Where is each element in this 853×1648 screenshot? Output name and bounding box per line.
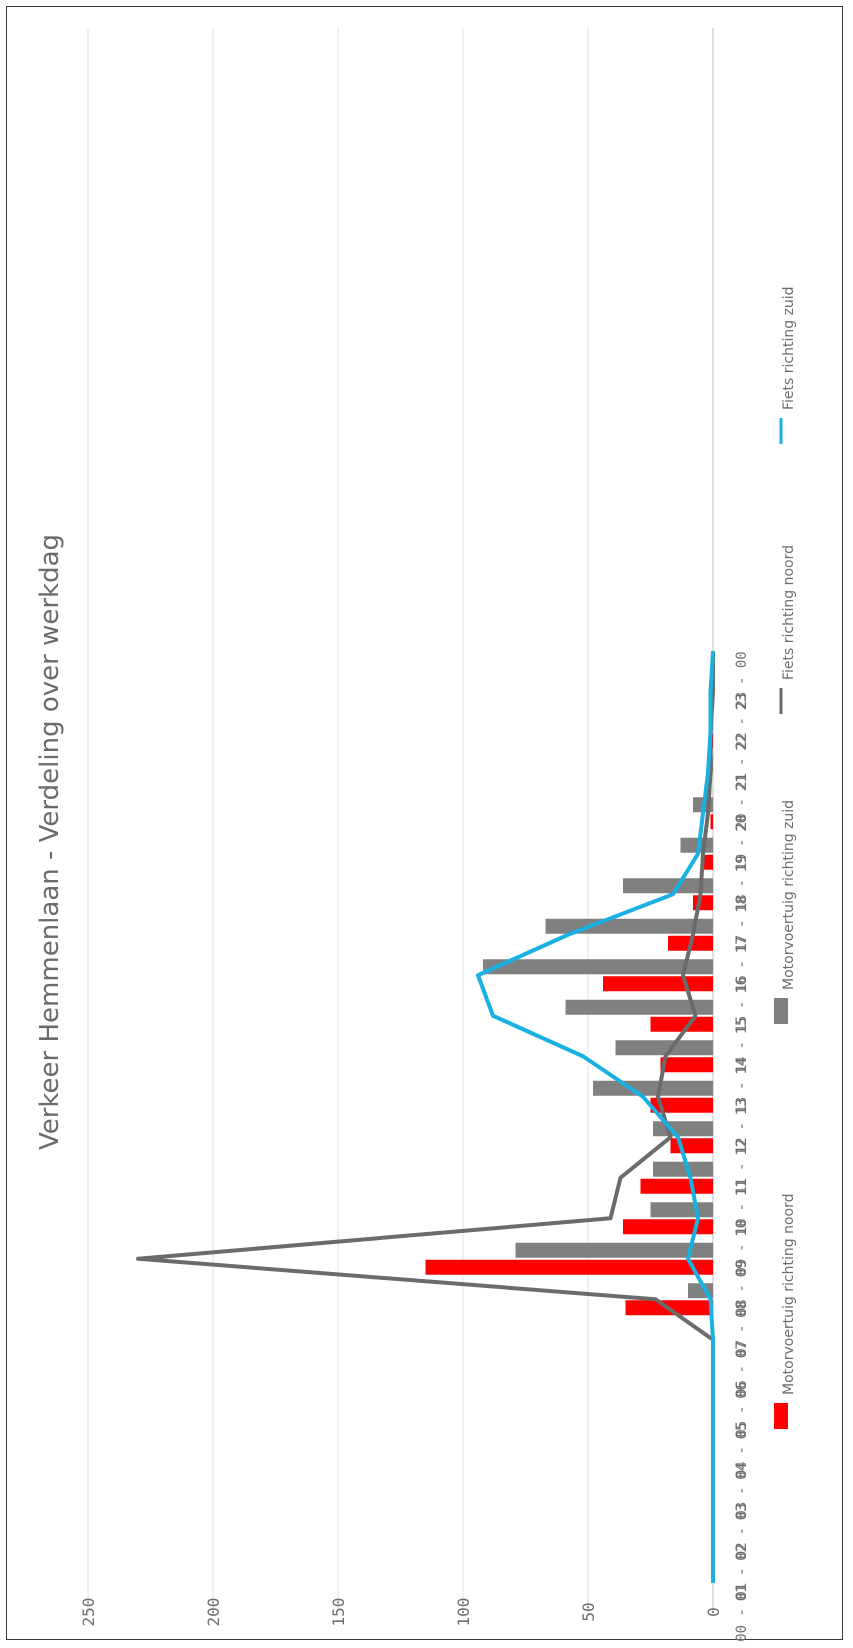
bar-motor-zuid bbox=[623, 878, 713, 894]
x-tick-label: 11 - 12 bbox=[734, 1137, 750, 1196]
x-tick-label: 02 - 03 bbox=[734, 1502, 750, 1561]
bar-motor-zuid bbox=[565, 999, 713, 1015]
legend-label: Fiets richting zuid bbox=[781, 286, 797, 410]
bar-motor-zuid bbox=[515, 1242, 713, 1258]
bar-motor-noord bbox=[425, 1259, 713, 1275]
x-tick-label: 03 - 04 bbox=[734, 1461, 750, 1520]
bar-motor-noord bbox=[703, 854, 713, 870]
x-tick-label: 10 - 11 bbox=[734, 1178, 750, 1237]
y-axis-tick-labels: 0 50 100 150 200 250 bbox=[79, 1598, 723, 1627]
line-fiets-zuid bbox=[476, 651, 715, 1583]
bar-motor-noord bbox=[710, 814, 713, 830]
x-tick-label: 06 - 07 bbox=[734, 1340, 750, 1399]
legend-label: Motorvoertuig richting zuid bbox=[781, 800, 797, 990]
line-fiets-noord bbox=[136, 651, 715, 1583]
x-tick-label: 05 - 06 bbox=[734, 1380, 750, 1439]
bar-motor-zuid bbox=[653, 1121, 713, 1137]
x-tick-label: 12 - 13 bbox=[734, 1097, 750, 1156]
bar-motor-noord bbox=[650, 1097, 713, 1113]
chart-title: Verkeer Hemmenlaan - Verdeling over werk… bbox=[35, 534, 65, 1150]
x-tick-label: 09 - 10 bbox=[734, 1218, 750, 1277]
x-tick-label: 19 - 20 bbox=[734, 813, 750, 872]
x-tick-label: 14 - 15 bbox=[734, 1016, 750, 1075]
bar-motor-noord bbox=[660, 1057, 713, 1073]
legend-swatch bbox=[774, 998, 788, 1024]
x-tick-label: 15 - 16 bbox=[734, 975, 750, 1034]
legend-label: Motorvoertuig richting noord bbox=[781, 1194, 797, 1395]
y-tick-label: 50 bbox=[579, 1602, 598, 1621]
bar-motor-zuid bbox=[615, 1040, 713, 1056]
gridlines bbox=[87, 28, 714, 1612]
bar-motor-zuid bbox=[593, 1080, 713, 1096]
x-tick-label: 07 - 08 bbox=[734, 1299, 750, 1358]
series-lines bbox=[136, 651, 715, 1583]
bar-motor-noord bbox=[670, 1138, 713, 1154]
x-tick-label: 22 - 23 bbox=[734, 692, 750, 751]
y-tick-label: 150 bbox=[329, 1598, 348, 1627]
bar-motor-zuid bbox=[650, 1202, 713, 1218]
series-motor-zuid-bars bbox=[483, 716, 713, 1299]
bar-motor-noord bbox=[650, 1016, 713, 1032]
bar-motor-noord bbox=[640, 1178, 713, 1194]
y-tick-label: 200 bbox=[204, 1598, 223, 1627]
y-tick-label: 250 bbox=[79, 1598, 98, 1627]
y-tick-label: 0 bbox=[704, 1607, 723, 1617]
x-tick-label: 20 - 21 bbox=[734, 773, 750, 832]
y-tick-label: 100 bbox=[454, 1598, 473, 1627]
x-tick-label: 01 - 02 bbox=[734, 1542, 750, 1601]
legend-swatch bbox=[774, 1403, 788, 1429]
bar-motor-noord bbox=[623, 1219, 713, 1235]
legend-label: Fiets richting noord bbox=[781, 545, 797, 680]
x-tick-label: 04 - 05 bbox=[734, 1421, 750, 1480]
bar-motor-zuid bbox=[483, 959, 713, 975]
x-tick-label: 13 - 14 bbox=[734, 1056, 750, 1115]
bar-motor-zuid bbox=[653, 1161, 713, 1177]
series-motor-noord-bars bbox=[425, 733, 713, 1316]
x-tick-label: 18 - 19 bbox=[734, 854, 750, 913]
x-tick-label: 00 - 01 bbox=[734, 1583, 750, 1642]
x-tick-label: 23 - 00 bbox=[734, 651, 750, 710]
chart-legend: Motorvoertuig richting noord Motorvoertui… bbox=[774, 286, 797, 1429]
x-tick-label: 17 - 18 bbox=[734, 894, 750, 953]
x-tick-label: 21 - 22 bbox=[734, 732, 750, 791]
x-tick-label: 16 - 17 bbox=[734, 935, 750, 994]
bar-motor-zuid bbox=[545, 918, 713, 934]
bar-motor-noord bbox=[603, 976, 713, 992]
x-tick-label: 08 - 09 bbox=[734, 1259, 750, 1318]
